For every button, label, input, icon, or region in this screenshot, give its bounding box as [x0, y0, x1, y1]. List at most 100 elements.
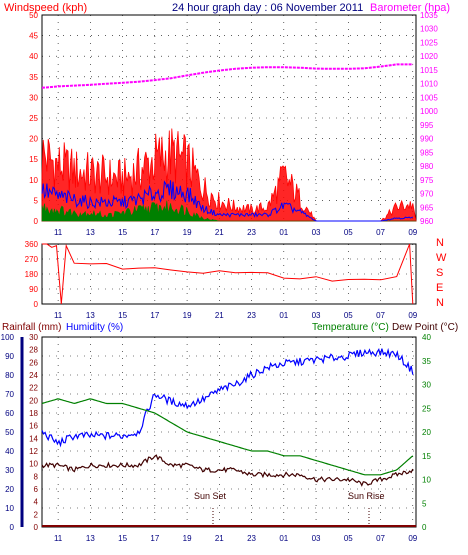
- barometer-tick-label: 1035: [420, 11, 438, 20]
- wind-direction-series: [42, 243, 414, 305]
- wind-x-tick-label: 01: [279, 228, 288, 237]
- rain-tick-label: 24: [29, 371, 38, 380]
- humidity-tick-label: 90: [5, 352, 14, 361]
- humidity-tick-label: 40: [5, 447, 14, 456]
- barometer-axis-title: Barometer (hpa): [370, 2, 450, 14]
- wind-x-tick-label: 17: [150, 228, 159, 237]
- direction-x-tick-label: 09: [408, 311, 417, 320]
- sunrise-label: Sun Rise: [348, 491, 385, 501]
- barometer-tick-label: 1005: [420, 93, 438, 102]
- rain-tick-label: 4: [34, 498, 39, 507]
- compass-label: E: [436, 282, 443, 294]
- chart-title: 24 hour graph day : 06 November 2011: [172, 2, 363, 14]
- wind-x-tick-label: 05: [344, 228, 353, 237]
- temp-x-tick-label: 23: [247, 534, 256, 543]
- humidity-tick-label: 20: [5, 485, 14, 494]
- rain-tick-label: 14: [29, 434, 38, 443]
- temp-x-tick-label: 13: [86, 534, 95, 543]
- barometer-tick-label: 1000: [420, 107, 438, 116]
- temp-x-tick-label: 05: [344, 534, 353, 543]
- wind-x-tick-label: 07: [376, 228, 385, 237]
- rain-tick-label: 6: [34, 485, 39, 494]
- temp-x-tick-label: 15: [118, 534, 127, 543]
- wind-tick-label: 15: [29, 155, 38, 164]
- wind-tick-label: 35: [29, 73, 38, 82]
- wind-x-tick-label: 19: [183, 228, 192, 237]
- humidity-tick-label: 60: [5, 409, 14, 418]
- temperature-series: [41, 398, 414, 476]
- direction-tick-label: 360: [25, 240, 39, 249]
- temp-x-tick-label: 03: [312, 534, 321, 543]
- temp-x-tick-label: 21: [215, 534, 224, 543]
- rain-tick-label: 10: [29, 460, 38, 469]
- wind-tick-label: 40: [29, 52, 38, 61]
- direction-x-tick-label: 11: [54, 311, 63, 320]
- temp-x-tick-label: 09: [408, 534, 417, 543]
- rain-tick-label: 12: [29, 447, 38, 456]
- humidity-tick-label: 70: [5, 390, 14, 399]
- direction-tick-label: 0: [34, 300, 39, 309]
- direction-x-tick-label: 17: [150, 311, 159, 320]
- barometer-tick-label: 1015: [420, 66, 438, 75]
- rain-tick-label: 2: [34, 510, 39, 519]
- temperature-panel-frame: [41, 336, 417, 528]
- direction-tick-label: 270: [25, 255, 39, 264]
- temperature-tick-label: 0: [422, 523, 427, 532]
- barometer-tick-label: 965: [420, 203, 434, 212]
- wind-x-tick-label: 09: [408, 228, 417, 237]
- rain-tick-label: 0: [34, 523, 39, 532]
- rain-tick-label: 30: [29, 333, 38, 342]
- temperature-tick-label: 10: [422, 476, 431, 485]
- wind-tick-label: 10: [29, 176, 38, 185]
- dewpoint-axis-title: Dew Point (°C): [392, 322, 458, 333]
- compass-label: N: [436, 237, 444, 249]
- rain-tick-label: 20: [29, 396, 38, 405]
- wind-tick-label: 25: [29, 114, 38, 123]
- temperature-tick-label: 15: [422, 452, 431, 461]
- wind-x-tick-label: 03: [312, 228, 321, 237]
- temperature-axis-title: Temperature (°C): [312, 322, 389, 333]
- rain-tick-label: 26: [29, 358, 38, 367]
- average-wind-series: [41, 180, 414, 222]
- windspeed-axis-title: Windspeed (kph): [4, 2, 87, 14]
- barometer-tick-label: 1020: [420, 52, 438, 61]
- wind-x-tick-label: 13: [86, 228, 95, 237]
- wind-x-tick-label: 15: [118, 228, 127, 237]
- direction-tick-label: 90: [29, 285, 38, 294]
- humidity-tick-label: 50: [5, 428, 14, 437]
- humidity-tick-label: 10: [5, 504, 14, 513]
- temperature-tick-label: 35: [422, 357, 431, 366]
- barometer-tick-label: 1030: [420, 25, 438, 34]
- barometer-tick-label: 975: [420, 176, 434, 185]
- temp-x-tick-label: 17: [150, 534, 159, 543]
- compass-label: S: [436, 267, 443, 279]
- temp-x-tick-label: 19: [183, 534, 192, 543]
- humidity-tick-label: 0: [10, 523, 15, 532]
- compass-label: W: [436, 252, 447, 264]
- barometer-tick-label: 980: [420, 162, 434, 171]
- temperature-tick-label: 40: [422, 333, 431, 342]
- direction-x-tick-label: 03: [312, 311, 321, 320]
- humidity-tick-label: 80: [5, 371, 14, 380]
- barometer-tick-label: 995: [420, 121, 434, 130]
- direction-x-tick-label: 05: [344, 311, 353, 320]
- temp-x-tick-label: 07: [376, 534, 385, 543]
- rain-tick-label: 18: [29, 409, 38, 418]
- temp-x-tick-label: 11: [54, 534, 63, 543]
- humidity-series: [41, 347, 414, 448]
- wind-x-tick-label: 23: [247, 228, 256, 237]
- barometer-tick-label: 1010: [420, 80, 438, 89]
- humidity-tick-label: 30: [5, 466, 14, 475]
- humidity-axis-title: Humidity (%): [66, 322, 123, 333]
- dewpoint-series: [41, 454, 414, 487]
- wind-tick-label: 0: [34, 217, 39, 226]
- humidity-tick-label: 100: [1, 333, 15, 342]
- direction-x-tick-label: 21: [215, 311, 224, 320]
- temperature-tick-label: 25: [422, 404, 431, 413]
- wind-tick-label: 20: [29, 135, 38, 144]
- barometer-tick-label: 1025: [420, 38, 438, 47]
- temp-x-tick-label: 01: [279, 534, 288, 543]
- direction-x-tick-label: 23: [247, 311, 256, 320]
